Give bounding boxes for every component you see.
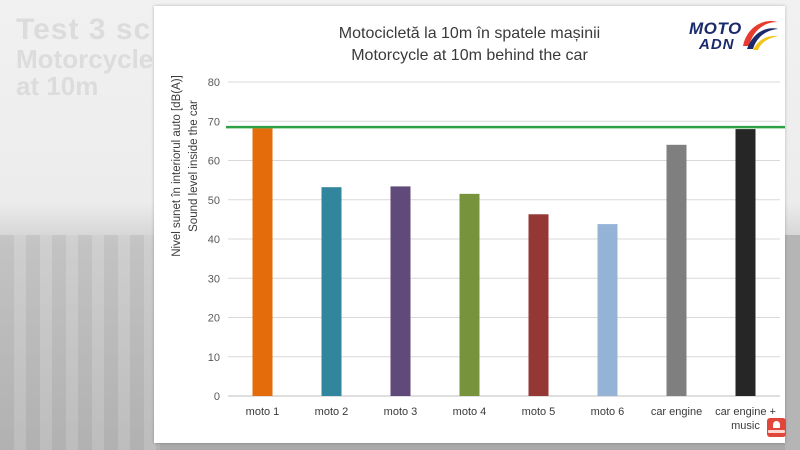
subscribe-button[interactable] bbox=[767, 418, 786, 437]
y-tick-label: 50 bbox=[208, 195, 220, 207]
x-tick-label: moto 5 bbox=[522, 406, 556, 418]
moto-adn-logo: MOTO ADN bbox=[689, 16, 779, 56]
x-tick-label: car engine bbox=[651, 406, 702, 418]
bar bbox=[528, 214, 549, 396]
logo-text-moto: MOTO bbox=[689, 19, 742, 38]
x-tick-label: car engine + bbox=[715, 406, 776, 418]
y-tick-label: 60 bbox=[208, 156, 220, 168]
bar bbox=[252, 128, 273, 396]
y-tick-label: 40 bbox=[208, 234, 220, 246]
x-tick-label: music bbox=[731, 420, 760, 432]
bar-chart: 0 10 20 30 40 50 60 70 80 moto 1 moto 2 moto 3 moto … bbox=[208, 77, 785, 432]
chart-subtitle: Motorcycle at 10m behind the car bbox=[351, 47, 588, 64]
background-title-line: at 10m bbox=[16, 70, 99, 101]
y-tick-label: 80 bbox=[208, 77, 220, 89]
x-tick-label: moto 4 bbox=[453, 406, 487, 418]
bell-icon bbox=[773, 421, 780, 428]
y-tick-label: 20 bbox=[208, 313, 220, 325]
bar bbox=[321, 187, 342, 396]
bar bbox=[735, 129, 756, 396]
y-tick-label: 30 bbox=[208, 273, 220, 285]
x-tick-label: moto 1 bbox=[246, 406, 280, 418]
x-tick-label: moto 6 bbox=[591, 406, 625, 418]
background-building bbox=[0, 235, 160, 450]
y-tick-label: 10 bbox=[208, 352, 220, 364]
y-tick-label: 70 bbox=[208, 116, 220, 128]
background-edge bbox=[785, 235, 800, 450]
bar bbox=[666, 144, 687, 396]
bar bbox=[597, 224, 618, 396]
subscribe-label-mark bbox=[768, 430, 785, 433]
chart-panel: Motocicletă la 10m în spatele mașinii Mo… bbox=[154, 6, 786, 443]
background-title-line: Motorcycle bbox=[16, 43, 154, 74]
logo-swoosh-icon bbox=[743, 21, 778, 50]
x-tick-label: moto 2 bbox=[315, 406, 349, 418]
y-tick-label: 0 bbox=[214, 391, 220, 403]
x-tick-label: moto 3 bbox=[384, 406, 418, 418]
background-title-line: Test 3 sc bbox=[16, 13, 152, 46]
background-title: Test 3 sc Motorcycle at 10m bbox=[16, 14, 153, 100]
logo-text-adn: ADN bbox=[699, 36, 735, 53]
chart-title: Motocicletă la 10m în spatele mașinii bbox=[338, 25, 601, 42]
bar bbox=[459, 193, 480, 396]
bar bbox=[390, 186, 411, 396]
